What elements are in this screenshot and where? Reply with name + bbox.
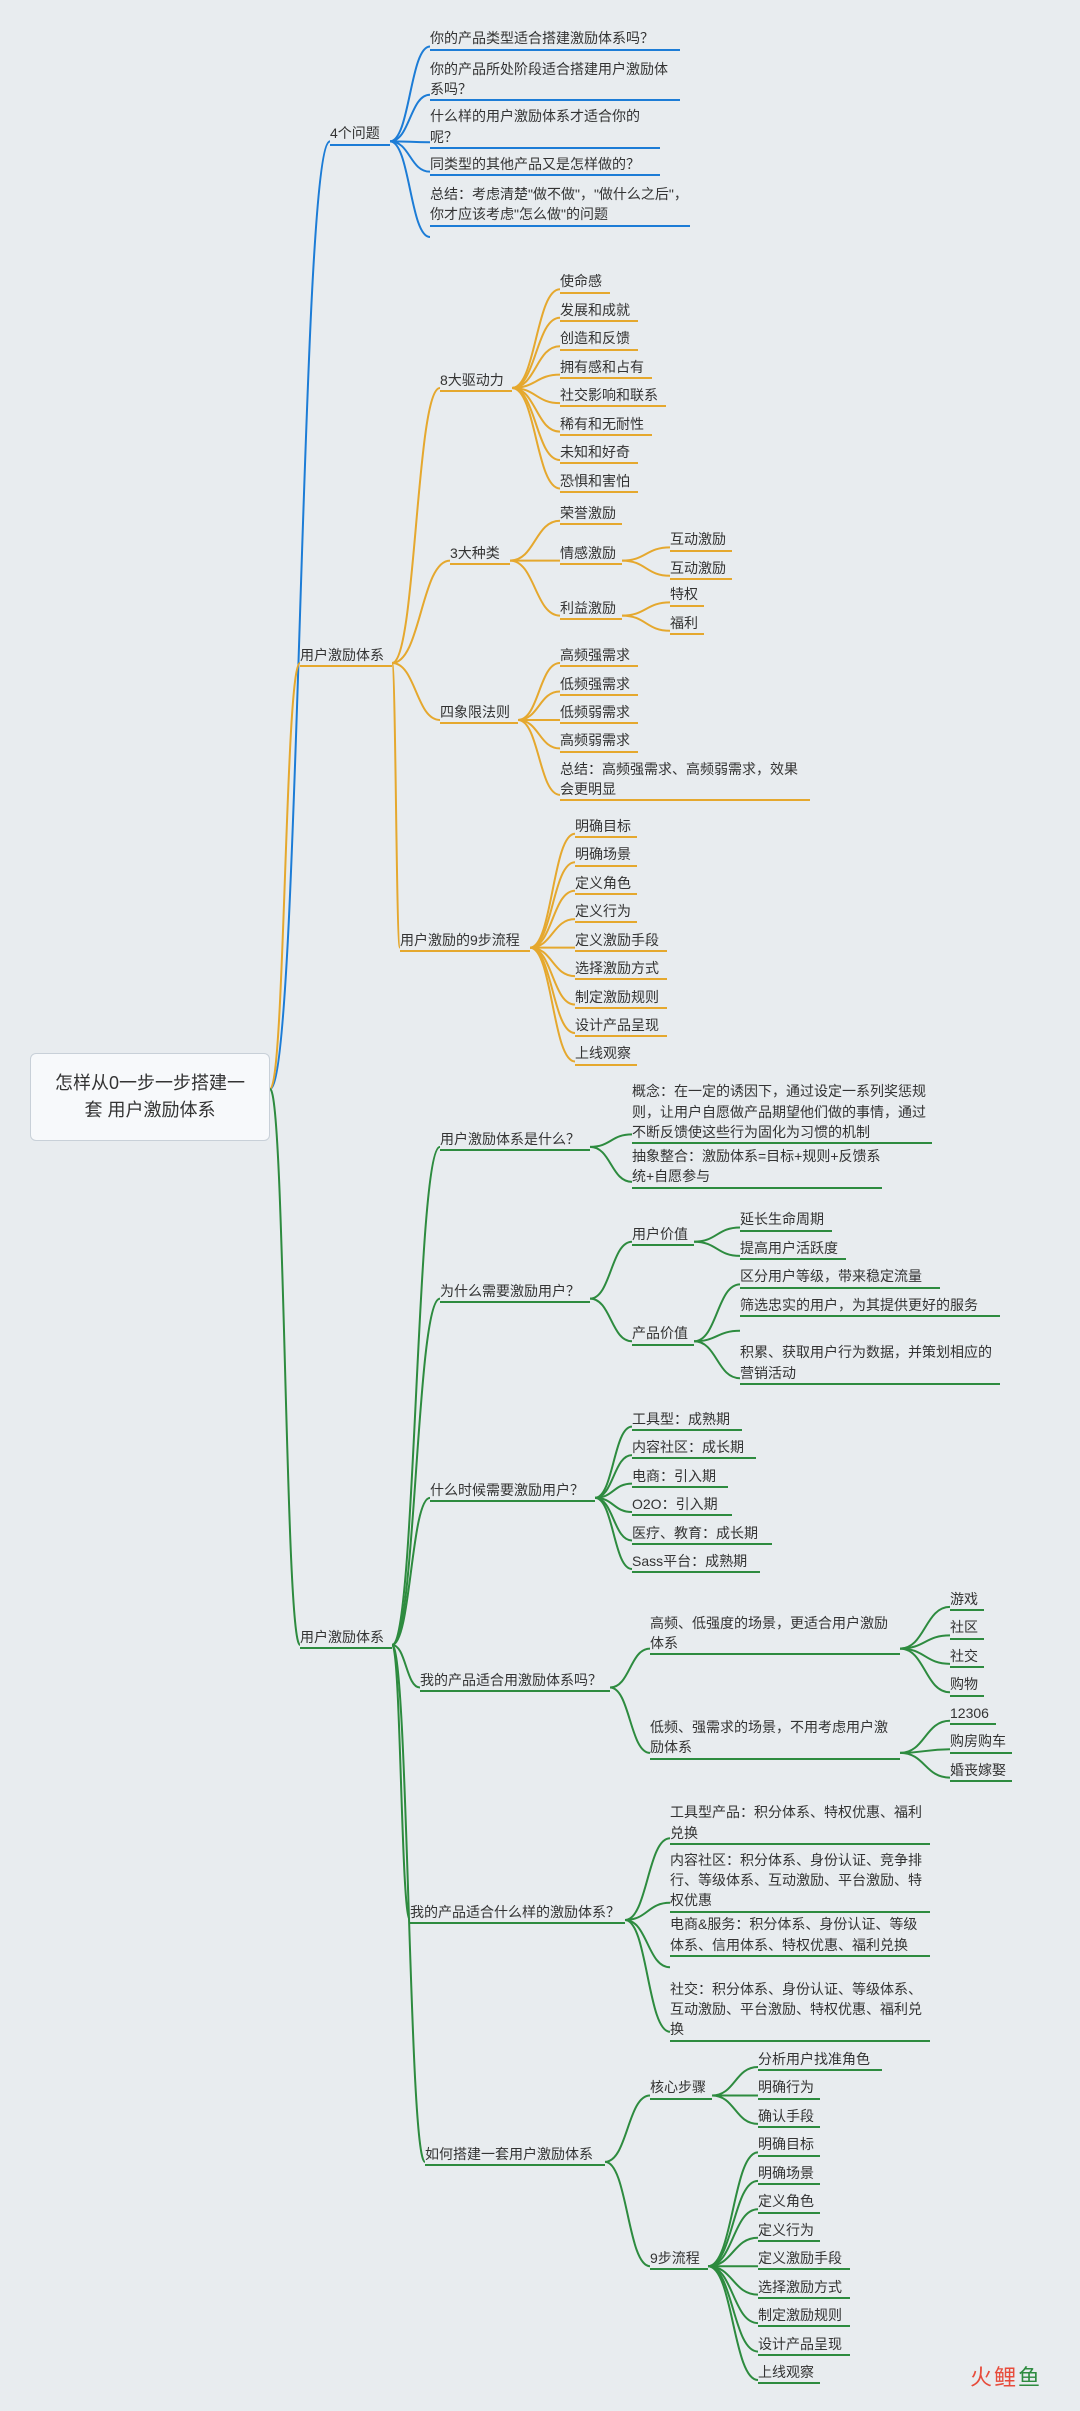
mindmap-node: 抽象整合：激励体系=目标+规则+反馈系统+自愿参与 [632,1146,882,1187]
mindmap-node: 互动激励 [670,529,732,549]
mindmap-node: 区分用户等级，带来稳定流量 [740,1266,940,1286]
mindmap-node: 上线观察 [575,1043,637,1063]
mindmap-node: 总结：考虑清楚"做不做"，"做什么之后"，你才应该考虑"怎么做"的问题 [430,184,690,225]
mindmap-node: 福利 [670,613,704,633]
mindmap-node: 选择激励方式 [758,2277,850,2297]
mindmap-node: 提高用户活跃度 [740,1238,846,1258]
mindmap-node: 特权 [670,584,704,604]
mindmap-node: 用户激励的9步流程 [400,930,530,950]
mindmap-node: 低频强需求 [560,674,638,694]
mindmap-node: 社交：积分体系、身份认证、等级体系、互动激励、平台激励、特权优惠、福利兑换 [670,1979,930,2040]
mindmap-node: 上线观察 [758,2362,820,2382]
watermark: 火鲤鱼 [970,2360,1042,2392]
mindmap-node: 9步流程 [650,2248,708,2268]
mindmap-node: 积累、获取用户行为数据，并策划相应的营销活动 [740,1342,1000,1383]
mindmap-node: 产品价值 [632,1323,694,1343]
mindmap-node: 核心步骤 [650,2077,712,2097]
mindmap-node: 确认手段 [758,2106,820,2126]
mindmap-node: 定义角色 [758,2191,820,2211]
mindmap-node: O2O：引入期 [632,1494,732,1514]
mindmap-node: 内容社区：成长期 [632,1437,756,1457]
mindmap-node: 使命感 [560,271,610,291]
mindmap-node: 游戏 [950,1589,984,1609]
mindmap-node: 分析用户找准角色 [758,2049,882,2069]
mindmap-node: 稀有和无耐性 [560,414,652,434]
mindmap-node: 拥有感和占有 [560,357,652,377]
mindmap-node: 社交影响和联系 [560,385,666,405]
root-node: 怎样从0一步一步搭建一套 用户激励体系 [30,1053,270,1141]
mindmap-node: 延长生命周期 [740,1209,832,1229]
mindmap-node: 4个问题 [330,123,390,143]
mindmap-node: 3大种类 [450,543,510,563]
mindmap-node: 购房购车 [950,1731,1012,1751]
mindmap-node: 荣誉激励 [560,503,622,523]
mindmap-node: 电商&服务：积分体系、身份认证、等级体系、信用体系、特权优惠、福利兑换 [670,1914,930,1955]
mindmap-node: 如何搭建一套用户激励体系 [425,2144,605,2164]
mindmap-node: 社交 [950,1646,984,1666]
mindmap-node: 用户激励体系 [300,645,392,665]
mindmap-node: 明确行为 [758,2077,820,2097]
mindmap-node: 工具型：成熟期 [632,1409,742,1429]
mindmap-node: 购物 [950,1674,984,1694]
mindmap-node: 创造和反馈 [560,328,638,348]
mindmap-node: Sass平台：成熟期 [632,1551,760,1571]
mindmap-node: 用户激励体系 [300,1627,392,1647]
mindmap-node: 定义角色 [575,873,637,893]
mindmap-node: 总结：高频强需求、高频弱需求，效果会更明显 [560,759,810,800]
mindmap-node: 筛选忠实的用户，为其提供更好的服务 [740,1295,1000,1315]
mindmap-node: 定义行为 [758,2220,820,2240]
mindmap-node: 发展和成就 [560,300,638,320]
mindmap-node: 定义行为 [575,901,637,921]
mindmap-node: 定义激励手段 [758,2248,850,2268]
mindmap-node: 我的产品适合什么样的激励体系？ [410,1902,625,1922]
mindmap-node: 电商：引入期 [632,1466,728,1486]
mindmap-node: 工具型产品：积分体系、特权优惠、福利兑换 [670,1802,930,1843]
mindmap-node: 未知和好奇 [560,442,638,462]
mindmap-canvas: 怎样从0一步一步搭建一套 用户激励体系 4个问题 你的产品类型适合搭建激励体系吗？ 你… [0,0,1080,2411]
mindmap-node: 利益激励 [560,598,622,618]
mindmap-node: 定义激励手段 [575,930,667,950]
mindmap-node: 互动激励 [670,558,732,578]
mindmap-node: 你的产品所处阶段适合搭建用户激励体系吗？ [430,59,680,100]
mindmap-node: 明确目标 [575,816,637,836]
mindmap-node: 高频弱需求 [560,730,638,750]
mindmap-node: 高频强需求 [560,645,638,665]
mindmap-node: 高频、低强度的场景，更适合用户激励体系 [650,1613,900,1654]
mindmap-node: 恐惧和害怕 [560,471,638,491]
mindmap-node: 用户激励体系是什么？ [440,1129,590,1149]
mindmap-node: 低频弱需求 [560,702,638,722]
mindmap-node: 什么样的用户激励体系才适合你的呢？ [430,106,660,147]
mindmap-node: 明确目标 [758,2134,820,2154]
mindmap-node: 制定激励规则 [575,987,667,1007]
mindmap-node: 用户价值 [632,1224,694,1244]
mindmap-node: 你的产品类型适合搭建激励体系吗？ [430,28,680,48]
mindmap-node: 低频、强需求的场景，不用考虑用户激励体系 [650,1717,900,1758]
mindmap-node: 为什么需要激励用户？ [440,1281,590,1301]
mindmap-node: 内容社区：积分体系、身份认证、竞争排行、等级体系、互动激励、平台激励、特权优惠 [670,1850,930,1911]
mindmap-node: 明确场景 [575,844,637,864]
mindmap-node: 选择激励方式 [575,958,667,978]
connector-lines [0,0,1080,2411]
mindmap-node: 同类型的其他产品又是怎样做的？ [430,154,660,174]
mindmap-node: 设计产品呈现 [758,2334,850,2354]
mindmap-node: 设计产品呈现 [575,1015,667,1035]
mindmap-node: 8大驱动力 [440,370,512,390]
mindmap-node: 12306 [950,1703,996,1723]
mindmap-node: 概念：在一定的诱因下，通过设定一系列奖惩规则，让用户自愿做产品期望他们做的事情，… [632,1081,932,1142]
mindmap-node: 医疗、教育：成长期 [632,1523,772,1543]
mindmap-node: 社区 [950,1617,984,1637]
mindmap-node: 婚丧嫁娶 [950,1760,1012,1780]
mindmap-node: 明确场景 [758,2163,820,2183]
mindmap-node: 制定激励规则 [758,2305,850,2325]
mindmap-node: 我的产品适合用激励体系吗？ [420,1670,610,1690]
mindmap-node: 什么时候需要激励用户？ [430,1480,595,1500]
mindmap-node: 情感激励 [560,543,622,563]
mindmap-node: 四象限法则 [440,702,518,722]
